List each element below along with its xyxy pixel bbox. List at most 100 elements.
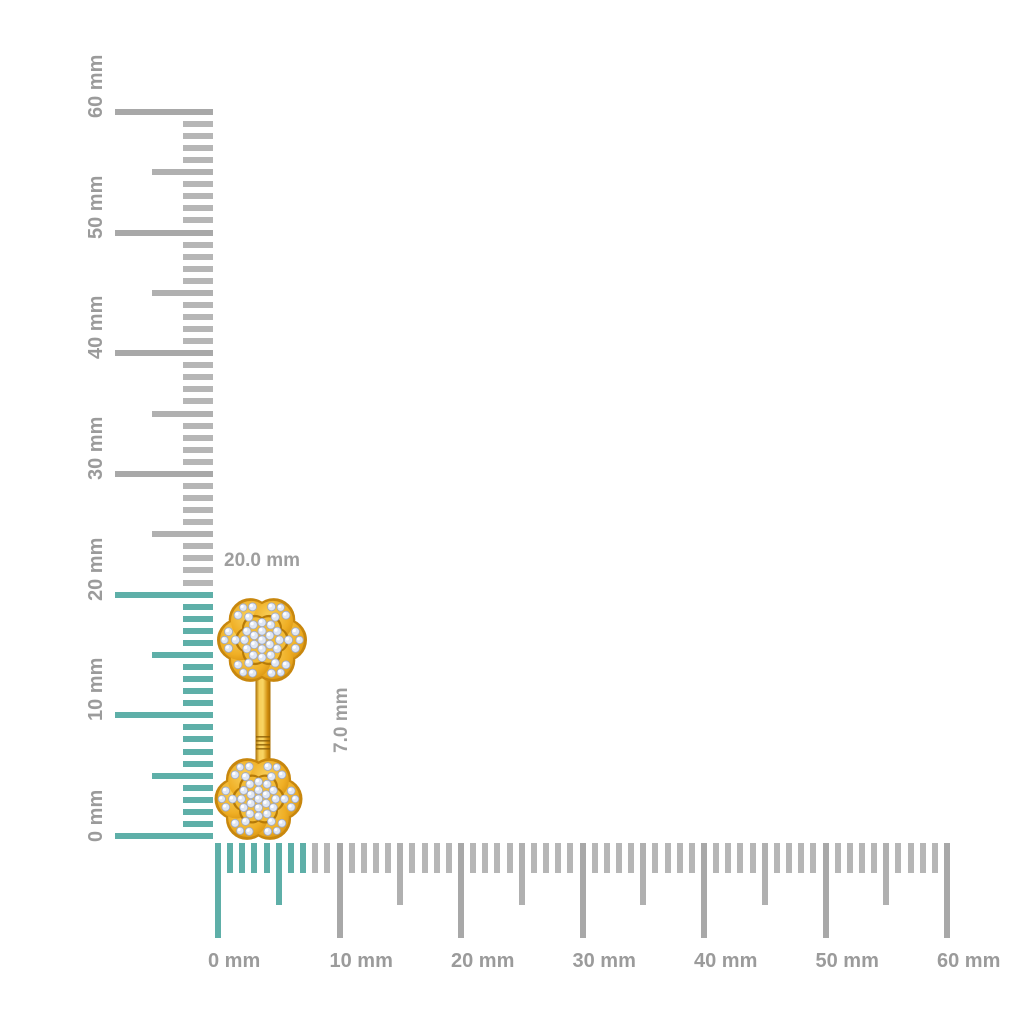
vertical-ruler-tick-37mm <box>183 386 213 393</box>
earring-image <box>214 598 307 840</box>
vertical-ruler-label-60mm: 60 mm <box>85 54 107 118</box>
horizontal-ruler-tick-42mm <box>725 843 732 873</box>
horizontal-ruler-tick-54mm <box>871 843 878 873</box>
vertical-ruler-tick-29mm <box>183 482 213 489</box>
pave-diamonds <box>220 602 304 678</box>
vertical-ruler-tick-14mm <box>183 664 213 671</box>
vertical-ruler-tick-10mm <box>115 712 213 719</box>
horizontal-ruler-label-30mm: 30 mm <box>572 950 636 972</box>
horizontal-ruler-tick-10mm <box>336 843 343 938</box>
vertical-ruler-tick-9mm <box>183 724 213 731</box>
vertical-ruler-tick-48mm <box>183 253 213 260</box>
vertical-ruler-tick-45mm <box>152 289 213 296</box>
vertical-ruler-tick-30mm <box>115 470 213 477</box>
vertical-ruler-tick-32mm <box>183 446 213 453</box>
horizontal-ruler-tick-39mm <box>688 843 695 873</box>
horizontal-ruler-tick-14mm <box>385 843 392 873</box>
horizontal-ruler-tick-58mm <box>919 843 926 873</box>
vertical-ruler-label-20mm: 20 mm <box>85 537 107 601</box>
vertical-ruler-tick-6mm <box>183 760 213 767</box>
horizontal-ruler-tick-5mm <box>275 843 282 905</box>
vertical-ruler-tick-57mm <box>183 145 213 151</box>
vertical-ruler-tick-27mm <box>183 507 213 514</box>
vertical-ruler-tick-38mm <box>183 374 213 381</box>
vertical-ruler-tick-26mm <box>183 519 213 526</box>
horizontal-ruler-tick-55mm <box>883 843 890 905</box>
vertical-ruler-tick-52mm <box>183 205 213 212</box>
vertical-ruler-tick-18mm <box>183 615 213 622</box>
vertical-ruler-tick-16mm <box>183 639 213 646</box>
flower-cluster-bottom <box>214 758 303 840</box>
vertical-ruler-tick-5mm <box>152 772 213 779</box>
horizontal-ruler-label-20mm: 20 mm <box>451 950 515 972</box>
vertical-ruler-tick-12mm <box>183 688 213 695</box>
vertical-ruler-tick-53mm <box>183 193 213 200</box>
horizontal-ruler-tick-23mm <box>494 843 501 873</box>
vertical-ruler-tick-43mm <box>183 313 213 320</box>
horizontal-ruler-tick-35mm <box>640 843 647 905</box>
horizontal-ruler-tick-27mm <box>543 843 550 873</box>
horizontal-ruler-tick-36mm <box>652 843 659 873</box>
horizontal-ruler-tick-57mm <box>907 843 914 873</box>
vertical-ruler-tick-54mm <box>183 181 213 188</box>
horizontal-ruler-tick-16mm <box>409 843 416 873</box>
vertical-ruler-tick-33mm <box>183 434 213 441</box>
vertical-ruler-tick-15mm <box>152 651 213 658</box>
vertical-ruler-tick-7mm <box>183 748 213 755</box>
horizontal-ruler-label-60mm: 60 mm <box>937 950 1001 972</box>
horizontal-ruler-tick-3mm <box>251 843 258 873</box>
vertical-ruler-tick-36mm <box>183 398 213 405</box>
vertical-ruler-tick-19mm <box>183 603 213 610</box>
vertical-ruler-label-30mm: 30 mm <box>85 416 107 480</box>
horizontal-ruler-tick-31mm <box>591 843 598 873</box>
vertical-ruler-tick-24mm <box>183 543 213 550</box>
horizontal-ruler-tick-19mm <box>445 843 452 873</box>
vertical-ruler-tick-31mm <box>183 458 213 465</box>
vertical-ruler-tick-21mm <box>183 579 213 586</box>
horizontal-ruler-tick-12mm <box>360 843 367 873</box>
horizontal-ruler-tick-30mm <box>579 843 586 938</box>
vertical-ruler-tick-35mm <box>152 410 213 417</box>
horizontal-ruler-tick-34mm <box>628 843 635 873</box>
horizontal-ruler-tick-11mm <box>348 843 355 873</box>
pave-diamonds <box>217 762 300 836</box>
horizontal-ruler-tick-37mm <box>664 843 671 873</box>
horizontal-ruler-label-40mm: 40 mm <box>694 950 758 972</box>
vertical-ruler-tick-47mm <box>183 265 213 272</box>
horizontal-ruler-tick-9mm <box>324 843 331 873</box>
horizontal-ruler-tick-41mm <box>713 843 720 873</box>
horizontal-ruler-tick-17mm <box>421 843 428 873</box>
vertical-ruler-tick-2mm <box>183 808 213 815</box>
vertical-ruler-tick-11mm <box>183 700 213 707</box>
horizontal-ruler-label-50mm: 50 mm <box>815 950 879 972</box>
vertical-ruler-tick-4mm <box>183 784 213 791</box>
horizontal-ruler-tick-8mm <box>312 843 319 873</box>
vertical-ruler-tick-56mm <box>183 157 213 164</box>
vertical-ruler-tick-51mm <box>183 217 213 224</box>
vertical-ruler-tick-20mm <box>115 591 213 598</box>
horizontal-ruler-tick-46mm <box>773 843 780 873</box>
vertical-ruler-tick-50mm <box>115 229 213 236</box>
horizontal-ruler-tick-2mm <box>239 843 246 873</box>
vertical-ruler-tick-25mm <box>152 531 213 538</box>
vertical-ruler-tick-58mm <box>183 132 213 139</box>
horizontal-ruler-tick-21mm <box>470 843 477 873</box>
horizontal-ruler-tick-6mm <box>287 843 294 873</box>
vertical-ruler-tick-34mm <box>183 422 213 429</box>
vertical-ruler-tick-23mm <box>183 555 213 562</box>
vertical-ruler-tick-17mm <box>183 627 213 634</box>
horizontal-ruler-tick-32mm <box>603 843 610 873</box>
vertical-ruler-tick-39mm <box>183 362 213 369</box>
horizontal-ruler-tick-18mm <box>433 843 440 873</box>
vertical-ruler-tick-46mm <box>183 277 213 284</box>
horizontal-ruler-tick-33mm <box>615 843 622 873</box>
horizontal-ruler-tick-49mm <box>810 843 817 873</box>
horizontal-ruler-tick-48mm <box>798 843 805 873</box>
vertical-ruler-tick-59mm <box>183 120 213 127</box>
vertical-ruler-tick-60mm <box>115 108 213 115</box>
horizontal-ruler-tick-22mm <box>482 843 489 873</box>
vertical-ruler-tick-22mm <box>183 567 213 574</box>
vertical-ruler-tick-1mm <box>183 820 213 827</box>
horizontal-ruler-tick-59mm <box>931 843 938 873</box>
vertical-ruler-tick-0mm <box>115 833 213 839</box>
